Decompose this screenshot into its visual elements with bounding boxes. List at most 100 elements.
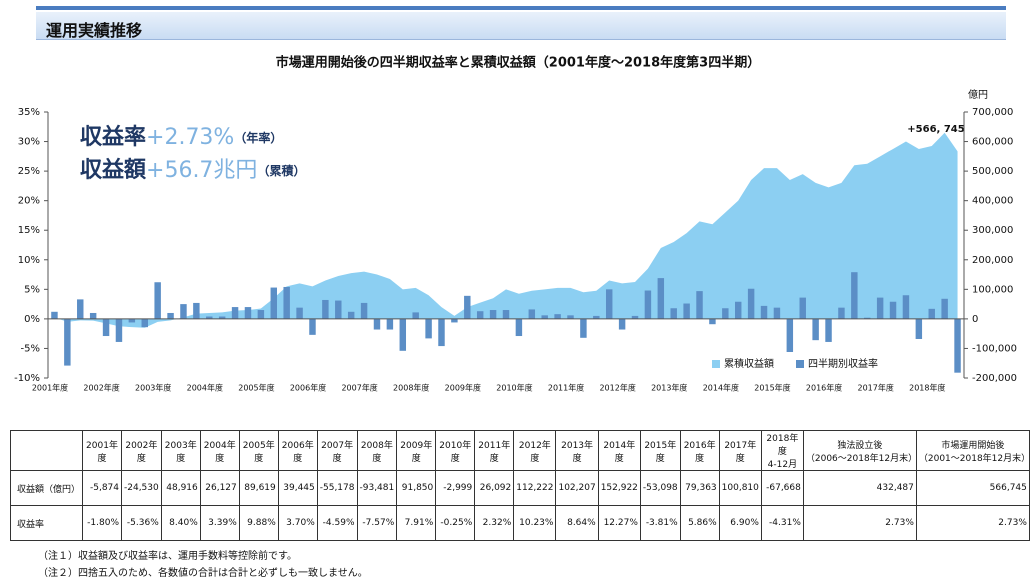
bar (193, 302, 200, 319)
bar (631, 315, 639, 319)
table-cell: -24,530 (121, 470, 162, 506)
area-layer (54, 132, 958, 328)
table-header-cell: 2002年度 (121, 430, 162, 471)
table-cell: 100,810 (718, 470, 762, 506)
y2-tick-label: 100,000 (972, 284, 1013, 295)
bar (760, 305, 768, 319)
x-tick-label: 2012年度 (599, 383, 635, 393)
bar (412, 312, 419, 319)
y-tick-label: 5% (24, 284, 40, 295)
bar (773, 307, 781, 319)
table-cell: 26,127 (199, 470, 240, 506)
bar (89, 312, 97, 319)
table-cell: -3.81% (639, 505, 681, 541)
legend-label: 四半期別収益率 (808, 357, 878, 370)
y2-tick-label: 500,000 (972, 166, 1013, 177)
table-cell: -7.57% (356, 505, 398, 541)
bar (386, 318, 394, 330)
bar (683, 303, 690, 319)
x-tick-label: 2002年度 (83, 383, 119, 393)
table-cell: 102,207 (555, 470, 599, 506)
annotation: 収益額+56.7兆円（累積） (80, 157, 305, 183)
table-cell: 10.23% (513, 505, 557, 541)
bar (902, 295, 910, 319)
bar (296, 307, 303, 319)
x-tick-label: 2005年度 (238, 383, 274, 393)
x-tick-label: 2003年度 (135, 383, 171, 393)
chart: 市場運用開始後の四半期収益率と累積収益額（2001年度～2018年度第3四半期）… (14, 55, 1017, 393)
bar (851, 272, 858, 319)
table-header-cell: 2007年度 (316, 430, 358, 471)
x-tick-label: 2008年度 (393, 383, 429, 393)
bar (515, 318, 523, 337)
bar (154, 282, 161, 319)
table-header-cell: 2010年度 (435, 430, 476, 471)
bar (399, 318, 407, 351)
table-row: 収益率 -1.80% -5.36% 8.40% 3.39% 9.88% 3.70% -4.59… (10, 505, 1030, 541)
y2-tick-label: 700,000 (972, 107, 1013, 118)
bar (825, 318, 832, 342)
bar (464, 295, 471, 319)
bar (670, 308, 677, 319)
annotation-label: 収益額 (80, 157, 147, 183)
bar (489, 310, 497, 319)
table-header-cell: 2003年度 (160, 430, 201, 471)
bar (528, 309, 536, 319)
bar (141, 318, 148, 328)
table-cell: 89,619 (238, 470, 279, 506)
table-header-cell: 2009年度 (396, 430, 437, 471)
bar (128, 318, 136, 323)
bar (180, 304, 187, 319)
x-tick-label: 2004年度 (187, 383, 223, 393)
annotation-note: （累積） (257, 163, 305, 178)
x-tick-label: 2014年度 (703, 383, 739, 393)
y-tick-label: 0% (24, 314, 40, 325)
bar (954, 318, 961, 373)
data-table: 2001年度 2002年度 2003年度 2004年度 2005年度 2006年度 2007… (10, 430, 1030, 541)
table-header-cell: 2008年度 (356, 430, 398, 471)
annotation-note: （年率） (234, 130, 282, 145)
bar (864, 317, 871, 319)
y2-tick-label: -100,000 (972, 343, 1017, 354)
table-cell: -4.59% (316, 505, 358, 541)
table-cell: 152,922 (597, 470, 641, 506)
annotation-label: 収益率 (80, 124, 146, 150)
bar (799, 297, 806, 319)
table-header-cell: 2004年度 (199, 430, 240, 471)
x-tick-label: 2010年度 (496, 383, 532, 393)
bar (747, 288, 755, 319)
bar (335, 300, 342, 319)
table-cell: -5.36% (121, 505, 162, 541)
legend-label: 累積収益額 (724, 357, 774, 370)
bar (347, 311, 355, 319)
area (54, 132, 958, 328)
table-header-cell: 2012年度 (513, 430, 557, 471)
table-cell: 79,363 (679, 470, 720, 506)
bar (51, 311, 58, 319)
bar (231, 307, 239, 319)
bar (644, 290, 652, 319)
chart-title: 市場運用開始後の四半期収益率と累積収益額（2001年度～2018年度第3四半期） (276, 55, 760, 71)
table-cell: -4.31% (760, 505, 804, 541)
table-header-row: 2001年度 2002年度 2003年度 2004年度 2005年度 2006年度 2007… (10, 430, 1030, 471)
y-tick-label: -10% (14, 373, 40, 384)
y2-axis-label: 億円 (968, 88, 988, 101)
table-cell: 6.90% (718, 505, 762, 541)
y-tick-label: 25% (18, 166, 40, 177)
bar (102, 318, 110, 337)
bar (786, 318, 794, 352)
table-header-cell: 2011年度 (474, 430, 515, 471)
note: （注１）収益額及び収益率は、運用手数料等控除前です。 (38, 551, 297, 562)
bar (709, 318, 716, 325)
table-header-cell: 2001年度 (82, 430, 122, 471)
bar (283, 286, 290, 319)
table-row-label: 収益額（億円） (10, 470, 83, 506)
bar (438, 318, 445, 347)
table-cell: 9.88% (238, 505, 279, 541)
table-cell: 8.40% (160, 505, 201, 541)
table-cell: -53,098 (639, 470, 681, 506)
y2-tick-label: -200,000 (972, 373, 1017, 384)
bar (167, 312, 174, 319)
x-tick-label: 2007年度 (341, 383, 377, 393)
